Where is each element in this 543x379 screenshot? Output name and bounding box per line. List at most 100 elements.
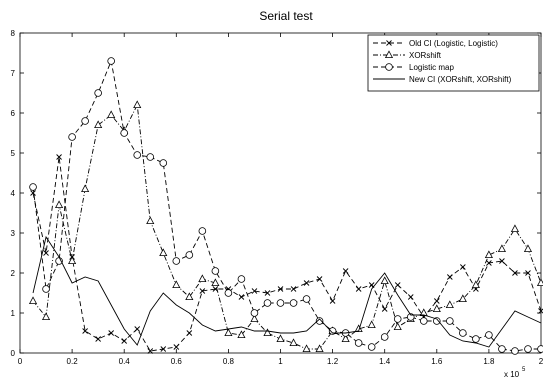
x-tick-label: 1.8 [483, 357, 495, 366]
data-point-logistic-map [485, 331, 493, 339]
data-point-old-ci-logistic-logistic [381, 306, 388, 312]
data-point-logistic-map [393, 315, 402, 323]
data-point-xorshift [315, 344, 324, 353]
y-tick-label: 1 [11, 309, 16, 318]
data-point-xorshift [497, 244, 506, 253]
legend-box [367, 34, 540, 92]
data-point-old-ci-logistic-logistic [329, 298, 336, 304]
data-point-old-ci-logistic-logistic [264, 290, 271, 296]
data-point-xorshift [198, 274, 207, 283]
data-point-old-ci-logistic-logistic [512, 270, 518, 276]
data-point-xorshift [354, 324, 363, 333]
data-point-old-ci-logistic-logistic [394, 282, 401, 288]
data-point-logistic-map [419, 317, 428, 325]
data-point-logistic-map [146, 153, 155, 161]
data-point-logistic-map [42, 285, 50, 293]
data-point-logistic-map [380, 333, 389, 341]
data-point-logistic-map [459, 329, 467, 337]
legend-label: XORshift [409, 51, 442, 60]
data-point-old-ci-logistic-logistic [499, 258, 505, 264]
y-tick-label: 7 [11, 69, 16, 78]
legend-label: New CI (XORshift, XORshift) [409, 75, 512, 84]
data-point-old-ci-logistic-logistic [147, 348, 154, 354]
data-point-logistic-map [263, 299, 272, 307]
data-point-old-ci-logistic-logistic [160, 346, 167, 352]
data-point-old-ci-logistic-logistic [303, 280, 310, 286]
x-tick-label: 1.2 [327, 357, 339, 366]
data-point-xorshift [107, 110, 116, 118]
data-point-old-ci-logistic-logistic [525, 270, 531, 276]
data-point-old-ci-logistic-logistic [277, 286, 284, 292]
data-point-old-ci-logistic-logistic [238, 294, 245, 300]
series-line-xorshift [32, 103, 542, 350]
y-tick-label: 6 [11, 109, 16, 118]
legend-item-xorshift: XORshift [373, 50, 442, 60]
data-point-xorshift [81, 184, 90, 193]
x-axis-multiplier-label: x 10 [504, 370, 520, 379]
data-point-xorshift [237, 330, 246, 339]
data-point-logistic-map [498, 345, 506, 353]
data-point-xorshift [484, 250, 493, 259]
data-point-logistic-map [198, 227, 207, 235]
data-point-xorshift [185, 292, 194, 301]
y-tick-label: 5 [11, 149, 16, 158]
legend-marker [385, 63, 393, 71]
data-point-old-ci-logistic-logistic [407, 294, 414, 300]
legend-item-old-ci-logistic-logistic: Old CI (Logistic, Logistic) [373, 39, 498, 48]
x-tick-label: 0.8 [223, 357, 235, 366]
series-line-old-ci-logistic-logistic [32, 156, 542, 352]
series-line-logistic-map [32, 59, 541, 352]
data-point-old-ci-logistic-logistic [316, 276, 323, 282]
data-point-logistic-map [432, 317, 441, 325]
data-point-logistic-map [211, 267, 220, 275]
data-point-logistic-map [354, 339, 363, 347]
x-axis-multiplier-exponent: 5 [522, 367, 526, 373]
x-tick-label: 2 [539, 357, 543, 366]
data-point-old-ci-logistic-logistic [355, 286, 362, 292]
data-point-old-ci-logistic-logistic [290, 286, 297, 292]
data-point-logistic-map [446, 317, 454, 325]
data-point-logistic-map [159, 159, 168, 167]
y-axis-ticks: 0 1 2 3 4 5 6 7 8 [11, 29, 541, 358]
data-point-logistic-map [133, 151, 142, 159]
data-point-xorshift [28, 296, 38, 305]
y-tick-label: 0 [11, 349, 16, 358]
data-point-xorshift [523, 244, 533, 253]
data-point-logistic-map [472, 335, 480, 343]
data-point-xorshift [263, 328, 272, 337]
data-point-old-ci-logistic-logistic [134, 326, 141, 332]
series-layer [28, 57, 543, 355]
data-point-logistic-map [276, 299, 285, 307]
data-point-logistic-map [68, 133, 76, 141]
data-point-old-ci-logistic-logistic [342, 268, 349, 274]
data-point-xorshift [211, 278, 220, 287]
data-point-xorshift [94, 120, 103, 128]
data-point-xorshift [250, 314, 259, 323]
legend: Old CI (Logistic, Logistic) XORshift Logis… [367, 34, 540, 92]
x-tick-label: 0.6 [171, 357, 183, 366]
data-point-xorshift [536, 278, 543, 287]
data-point-xorshift [380, 276, 389, 285]
data-point-xorshift [289, 338, 298, 347]
x-tick-label: 0.2 [67, 357, 79, 366]
data-point-logistic-map [237, 275, 246, 283]
data-point-logistic-map [302, 295, 311, 303]
data-point-xorshift [393, 322, 402, 331]
data-point-logistic-map [120, 129, 128, 137]
series-logistic-map [29, 57, 543, 355]
data-point-xorshift [133, 100, 142, 108]
series-xorshift [28, 100, 543, 353]
legend-marker [384, 50, 394, 58]
data-point-logistic-map [94, 89, 102, 97]
y-tick-label: 4 [11, 189, 16, 198]
legend-label: Old CI (Logistic, Logistic) [409, 39, 498, 48]
data-point-old-ci-logistic-logistic [82, 328, 88, 334]
data-point-xorshift [471, 280, 480, 289]
data-point-logistic-map [81, 117, 89, 125]
x-tick-label: 0.4 [119, 357, 131, 366]
data-point-logistic-map [367, 343, 376, 351]
data-point-old-ci-logistic-logistic [186, 330, 193, 336]
data-point-old-ci-logistic-logistic [30, 190, 36, 196]
data-point-xorshift [302, 344, 311, 353]
